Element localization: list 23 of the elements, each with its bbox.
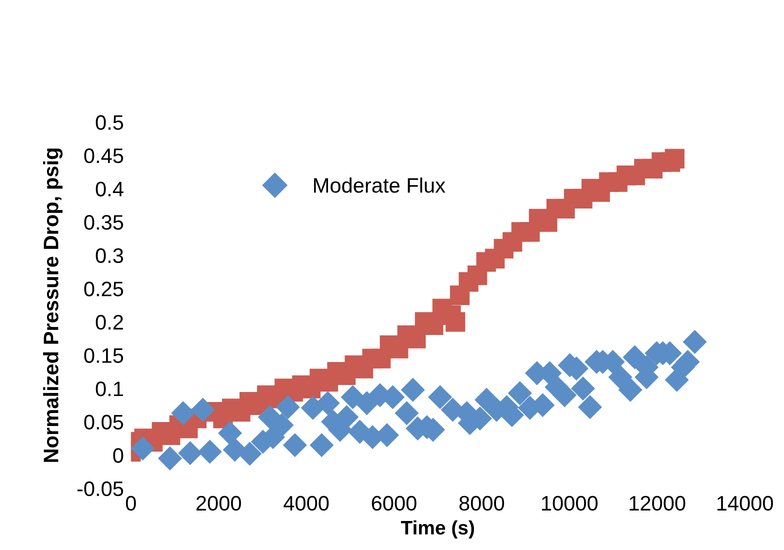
y-axis-title: Normalized Pressure Drop, psig: [43, 148, 63, 462]
legend-label: Moderate Flux: [314, 177, 446, 193]
y-tick-label: 0.2: [96, 314, 123, 330]
y-tick-label: 0.5: [96, 115, 124, 130]
y-tick-label: 0.15: [84, 348, 124, 363]
x-tick-label: 6000: [372, 496, 416, 511]
y-tick-label: 0.45: [84, 148, 124, 164]
x-tick-label: 10000: [542, 496, 598, 511]
y-tick-label: 0.1: [96, 382, 123, 396]
y-tick-label: 0.4: [96, 182, 124, 196]
x-tick-label: 8000: [459, 496, 504, 511]
y-tick-label: 0.3: [96, 248, 124, 264]
y-tick-label: 0.05: [84, 414, 124, 430]
x-tick-label: 12000: [630, 496, 686, 511]
y-tick-label: 0.25: [84, 282, 124, 296]
x-axis-title: Time (s): [400, 520, 474, 538]
x-tick-label: 14000: [717, 496, 773, 511]
x-tick-label: 0: [126, 496, 136, 511]
x-tick-label: 4000: [284, 496, 329, 511]
y-tick-label: 0: [113, 448, 124, 463]
y-tick-label: -0.05: [77, 481, 124, 496]
y-tick-label: 0.35: [84, 215, 124, 230]
x-tick-label: 2000: [196, 496, 241, 511]
